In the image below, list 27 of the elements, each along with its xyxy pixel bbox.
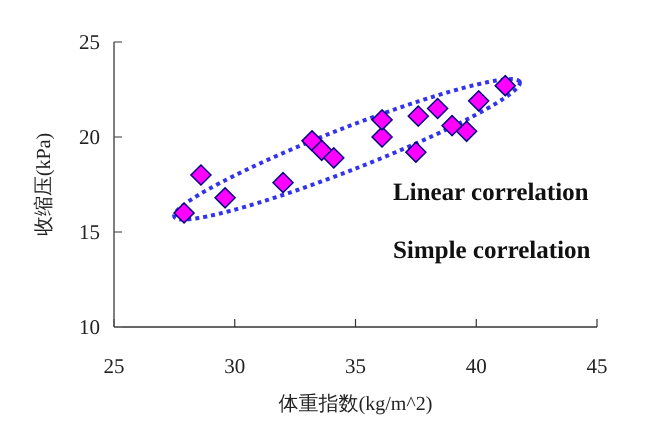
x-tick-label: 30: [224, 354, 246, 378]
annotation: Simple correlation: [393, 237, 591, 264]
point: [408, 105, 430, 127]
x-tick-label: 40: [466, 354, 487, 378]
point: [456, 120, 478, 142]
x-axis-title: 体重指数(kg/m^2): [278, 393, 432, 415]
point: [494, 74, 516, 96]
annotation: Linear correlation: [393, 179, 589, 206]
y-tick-label: 15: [79, 220, 100, 244]
y-tick-label: 10: [79, 315, 100, 339]
point: [272, 172, 294, 194]
point: [426, 98, 448, 120]
point: [405, 141, 427, 163]
y-axis-title: 收缩压(kPa): [33, 132, 55, 236]
y-tick-label: 20: [79, 125, 100, 149]
x-tick-label: 25: [104, 354, 124, 378]
point: [441, 114, 463, 136]
x-tick-label: 45: [586, 354, 608, 378]
point: [190, 164, 212, 186]
point: [310, 140, 332, 162]
y-tick-label: 25: [79, 30, 100, 54]
point: [173, 202, 195, 224]
point: [323, 147, 345, 169]
point: [214, 187, 236, 209]
point: [371, 109, 393, 131]
point: [468, 90, 490, 112]
x-tick-label: 35: [345, 354, 366, 378]
